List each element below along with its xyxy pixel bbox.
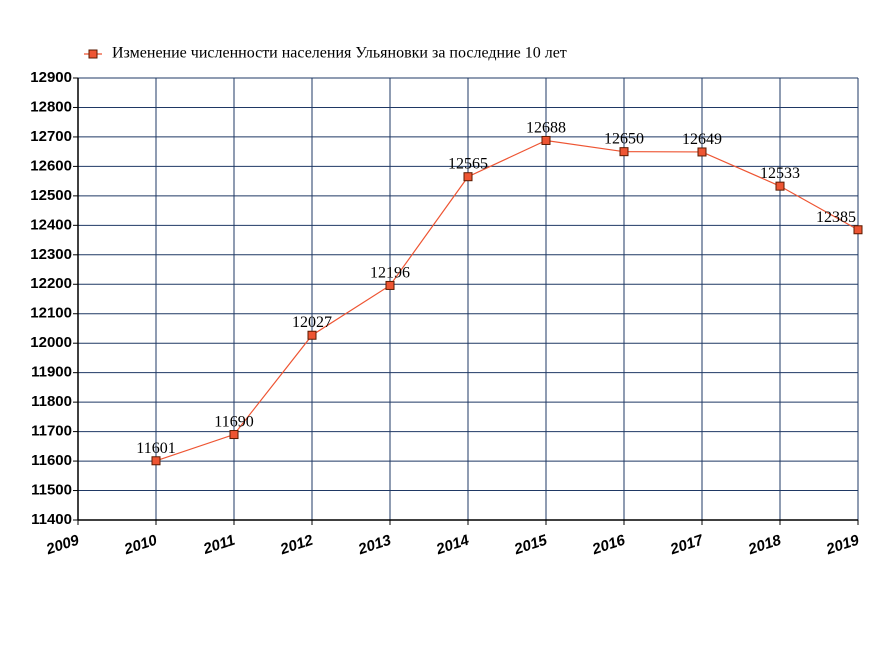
- y-tick-label: 11600: [31, 452, 72, 469]
- y-tick-label: 12300: [30, 246, 72, 263]
- data-point: [385, 280, 395, 290]
- data-point: [697, 147, 707, 157]
- x-tick-label: 2019: [823, 531, 862, 558]
- data-label: 11601: [136, 440, 175, 457]
- y-tick-label: 12900: [30, 69, 72, 86]
- x-tick-label: 2014: [433, 531, 472, 558]
- data-label: 12650: [604, 131, 644, 148]
- y-tick-label: 11900: [31, 364, 72, 381]
- data-label: 12688: [526, 119, 566, 136]
- y-tick-label: 12700: [30, 128, 72, 145]
- data-point: [619, 147, 629, 157]
- data-point: [853, 225, 863, 235]
- data-point: [775, 181, 785, 191]
- x-tick-label: 2018: [745, 531, 784, 558]
- data-label: 12565: [448, 156, 488, 173]
- y-tick-label: 11700: [31, 423, 72, 440]
- y-tick-label: 11400: [31, 511, 72, 528]
- y-tick-label: 12500: [30, 187, 72, 204]
- data-label: 12649: [682, 131, 722, 148]
- data-point: [307, 330, 317, 340]
- data-point: [463, 172, 473, 182]
- x-tick-label: 2011: [200, 532, 237, 558]
- legend-marker: [88, 49, 98, 59]
- x-tick-label: 2015: [511, 531, 550, 558]
- x-tick-label: 2013: [355, 531, 394, 558]
- x-tick-label: 2010: [121, 531, 160, 558]
- legend-label: Изменение численности населения Ульяновк…: [112, 45, 567, 62]
- x-tick-label: 2012: [277, 531, 316, 558]
- y-tick-label: 12200: [30, 275, 72, 292]
- y-tick-label: 12600: [30, 157, 72, 174]
- y-tick-label: 12400: [30, 216, 72, 233]
- y-tick-label: 11800: [31, 393, 72, 410]
- series-line: [155, 139, 859, 462]
- data-label: 12196: [370, 264, 410, 281]
- data-point: [541, 135, 551, 145]
- data-label: 11690: [214, 414, 253, 431]
- y-tick-label: 11500: [31, 482, 72, 499]
- y-tick-label: 12100: [30, 305, 72, 322]
- data-point: [229, 430, 239, 440]
- y-tick-label: 12800: [30, 98, 72, 115]
- data-label: 12027: [292, 314, 332, 331]
- x-tick-label: 2017: [667, 531, 706, 558]
- data-label: 12385: [816, 209, 856, 226]
- x-tick-label: 2016: [589, 531, 628, 558]
- x-tick-label: 2009: [43, 531, 82, 558]
- data-point: [151, 456, 161, 466]
- y-tick-label: 12000: [30, 334, 72, 351]
- data-label: 12533: [760, 165, 800, 182]
